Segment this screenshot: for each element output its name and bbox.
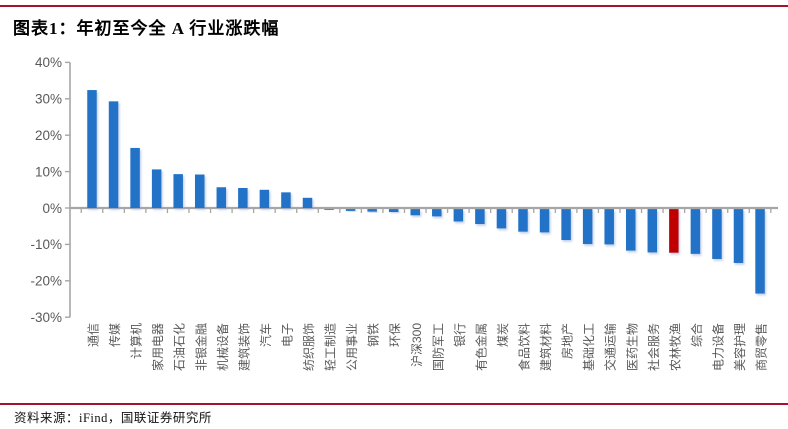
bar [712,209,722,259]
x-axis-label: 钢铁 [367,323,381,347]
bar [216,187,227,208]
x-axis-label: 综合 [689,323,704,347]
x-axis-label: 纺织服饰 [302,323,316,371]
x-axis-label: 电子 [280,323,294,347]
y-axis-tick-label: -10% [30,237,62,252]
x-axis-label: 通信 [87,323,101,347]
x-axis-label: 沪深300 [410,323,424,367]
x-axis-label: 电力设备 [711,323,725,371]
bar [302,197,313,208]
x-axis-label: 商贸零售 [754,323,769,371]
x-axis-label: 非银金融 [193,323,208,371]
x-axis-label: 银行 [453,323,467,347]
x-axis-label: 房地产 [560,323,575,359]
bar [453,209,464,222]
y-axis-tick-label: 0% [42,201,62,216]
bar [539,209,550,233]
x-axis-label: 计算机 [129,323,144,359]
y-axis-tick-label: -20% [30,274,62,289]
bar [324,209,334,210]
bar [195,174,205,208]
bar [345,209,356,211]
bar-highlighted [669,209,679,253]
bar [410,209,420,216]
x-axis-label: 轻工制造 [324,323,338,371]
bar [496,209,507,229]
bar [690,209,701,254]
x-axis-label: 基础化工 [582,323,596,371]
bar [647,209,658,253]
bar [151,169,162,208]
x-axis-label: 农林牧渔 [668,323,682,371]
bar [388,209,399,213]
bar [281,192,291,208]
footer-rule [0,403,788,405]
bar [238,187,248,208]
x-axis-label: 有色金属 [473,323,488,371]
x-axis-label: 传媒 [107,323,122,347]
source-note: 资料来源：iFind，国联证券研究所 [14,411,212,425]
bar [108,101,119,208]
x-axis-label: 煤炭 [496,323,510,347]
x-axis-label: 石油石化 [173,323,187,371]
bar [130,147,140,208]
bar [259,189,270,208]
bar [475,209,485,225]
y-axis-tick-label: -30% [30,310,62,325]
figure-title: 图表1：年初至今全 A 行业涨跌幅 [13,19,280,38]
x-axis-label: 交通运输 [603,323,618,371]
x-axis-label: 建筑装饰 [236,323,251,371]
x-axis-label: 国防军工 [430,323,445,371]
x-axis-label: 社会服务 [646,323,661,371]
y-axis-tick-label: 30% [35,92,62,107]
bar [87,90,97,208]
bar [173,174,183,208]
bar [733,209,744,263]
x-axis-label: 食品饮料 [517,323,532,371]
bar [561,209,571,241]
x-axis-label: 公用事业 [345,323,359,371]
header-rule [0,5,788,7]
bar [518,209,528,232]
x-axis-label: 环保 [388,323,402,347]
y-axis-tick-label: 10% [35,164,62,179]
x-axis-label: 汽车 [258,323,273,347]
x-axis-label: 家用电器 [150,323,165,371]
x-axis-label: 机械设备 [215,323,230,371]
x-axis-label: 美容护理 [732,323,747,371]
y-axis-tick-label: 20% [35,128,62,143]
x-axis-label: 医药生物 [625,323,639,371]
x-axis-label: 建筑材料 [538,323,553,371]
bar [755,209,765,294]
bar [432,209,442,217]
y-axis-tick-label: 40% [35,55,62,70]
bar [367,209,377,212]
bar [604,209,614,245]
bar [582,209,593,245]
bar [626,209,636,251]
